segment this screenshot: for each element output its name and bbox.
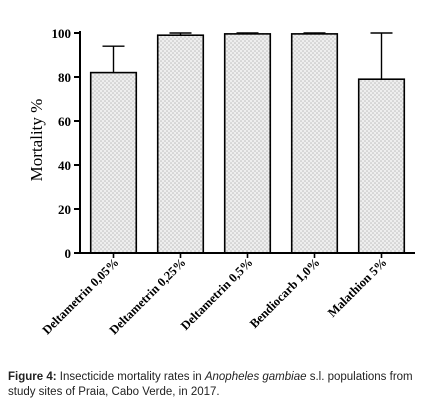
caption-text-before: Insecticide mortality rates in — [56, 371, 205, 383]
y-tick-label: 20 — [58, 202, 71, 217]
figure-caption: Figure 4: Insecticide mortality rates in… — [8, 370, 436, 400]
bar — [223, 33, 272, 254]
bars — [89, 32, 406, 254]
bar-chart-svg: 0 20 40 60 80 100 Deltametrin 0,05%Deltametri… — [27, 26, 415, 337]
bar — [290, 33, 339, 254]
y-tick-label: 40 — [58, 158, 71, 173]
x-tick-label: Deltametrin 0,5% — [178, 255, 256, 333]
x-axis: Deltametrin 0,05%Deltametrin 0,25%Deltam… — [40, 252, 415, 337]
caption-label: Figure 4: — [8, 371, 57, 383]
y-axis-label: Mortality % — [27, 99, 46, 182]
y-axis: 0 20 40 60 80 100 — [52, 26, 81, 261]
caption-species: Anopheles gambiae — [204, 371, 307, 383]
y-tick-label: 0 — [65, 246, 72, 261]
bar — [357, 78, 406, 254]
y-tick-label: 80 — [58, 70, 71, 85]
bar — [89, 71, 138, 254]
bar — [156, 34, 205, 254]
x-tick-label: Malathion 5% — [325, 255, 390, 320]
y-tick-label: 60 — [58, 114, 71, 129]
y-tick-label: 100 — [52, 26, 72, 41]
chart: 0 20 40 60 80 100 Deltametrin 0,05% Deltametri… — [27, 26, 415, 337]
x-tick-label: Bendiocarb 1,0% — [247, 255, 323, 331]
caption-text-after: s.l. populations from study sites of Pra… — [8, 371, 413, 398]
